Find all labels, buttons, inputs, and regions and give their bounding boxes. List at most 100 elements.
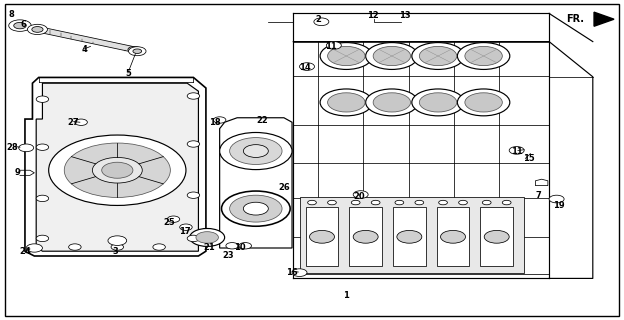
Circle shape [419, 93, 457, 112]
Circle shape [230, 138, 282, 164]
Circle shape [314, 18, 329, 26]
Circle shape [351, 200, 360, 205]
Text: 11: 11 [325, 42, 336, 51]
Circle shape [366, 43, 418, 69]
FancyBboxPatch shape [349, 207, 382, 266]
Text: 19: 19 [553, 201, 565, 210]
Circle shape [196, 232, 218, 243]
Circle shape [243, 145, 268, 157]
Text: 16: 16 [286, 268, 298, 277]
Circle shape [102, 162, 133, 178]
Text: 13: 13 [399, 11, 410, 20]
Text: 17: 17 [179, 227, 190, 236]
Text: 9: 9 [14, 168, 21, 177]
Circle shape [412, 43, 464, 69]
Polygon shape [25, 77, 206, 256]
Circle shape [222, 191, 290, 226]
Text: 21: 21 [203, 243, 215, 252]
Circle shape [465, 46, 502, 66]
Text: 6: 6 [21, 20, 27, 28]
Circle shape [439, 200, 447, 205]
Circle shape [395, 200, 404, 205]
Circle shape [187, 192, 200, 198]
Circle shape [549, 195, 564, 203]
Circle shape [373, 46, 411, 66]
Circle shape [27, 24, 47, 35]
FancyBboxPatch shape [480, 207, 513, 266]
Circle shape [9, 20, 31, 31]
Circle shape [415, 200, 424, 205]
Circle shape [167, 216, 180, 222]
Circle shape [187, 141, 200, 147]
Text: 18: 18 [210, 118, 221, 127]
Polygon shape [37, 26, 134, 52]
Circle shape [153, 244, 165, 250]
Circle shape [371, 200, 380, 205]
Text: 8: 8 [8, 10, 14, 19]
Circle shape [129, 47, 146, 56]
Circle shape [226, 243, 238, 249]
Circle shape [441, 230, 466, 243]
Circle shape [187, 235, 200, 242]
Circle shape [292, 269, 307, 276]
Circle shape [328, 46, 365, 66]
FancyBboxPatch shape [5, 4, 619, 316]
Circle shape [180, 224, 192, 230]
Circle shape [412, 89, 464, 116]
Circle shape [230, 195, 282, 222]
Circle shape [509, 147, 524, 154]
Circle shape [465, 93, 502, 112]
Text: 27: 27 [68, 118, 79, 127]
Polygon shape [36, 83, 198, 251]
Circle shape [14, 22, 26, 29]
Text: 20: 20 [353, 192, 364, 201]
Text: 25: 25 [164, 218, 175, 227]
FancyBboxPatch shape [306, 207, 338, 266]
Circle shape [320, 43, 373, 69]
Polygon shape [535, 179, 548, 186]
Circle shape [320, 89, 373, 116]
Circle shape [133, 49, 142, 53]
Text: 3: 3 [112, 247, 119, 256]
Circle shape [326, 42, 341, 49]
Text: 11: 11 [511, 147, 522, 156]
Text: FR.: FR. [567, 13, 585, 24]
Circle shape [26, 244, 42, 252]
Text: 7: 7 [535, 191, 541, 200]
Circle shape [366, 89, 418, 116]
Circle shape [419, 46, 457, 66]
Text: 15: 15 [524, 154, 535, 163]
Circle shape [328, 93, 365, 112]
Circle shape [36, 144, 49, 150]
Circle shape [328, 200, 336, 205]
Circle shape [484, 230, 509, 243]
Circle shape [213, 117, 226, 123]
Text: 22: 22 [256, 116, 268, 124]
Circle shape [397, 230, 422, 243]
Circle shape [36, 235, 49, 242]
Text: 1: 1 [343, 292, 349, 300]
Circle shape [457, 89, 510, 116]
Circle shape [64, 143, 170, 197]
Circle shape [36, 195, 49, 202]
Text: 28: 28 [7, 143, 18, 152]
Text: 2: 2 [315, 15, 321, 24]
Polygon shape [220, 118, 292, 248]
Circle shape [353, 230, 378, 243]
Circle shape [69, 244, 81, 250]
Circle shape [187, 93, 200, 99]
Text: 24: 24 [19, 247, 31, 256]
Circle shape [482, 200, 491, 205]
Polygon shape [300, 197, 524, 273]
Circle shape [190, 228, 225, 246]
FancyBboxPatch shape [437, 207, 469, 266]
Circle shape [108, 236, 127, 245]
Circle shape [49, 135, 186, 205]
Circle shape [220, 132, 292, 170]
Text: 14: 14 [299, 63, 310, 72]
Text: 5: 5 [125, 69, 131, 78]
Text: 26: 26 [278, 183, 290, 192]
Text: 10: 10 [235, 243, 246, 252]
Circle shape [502, 200, 511, 205]
Circle shape [300, 63, 314, 70]
